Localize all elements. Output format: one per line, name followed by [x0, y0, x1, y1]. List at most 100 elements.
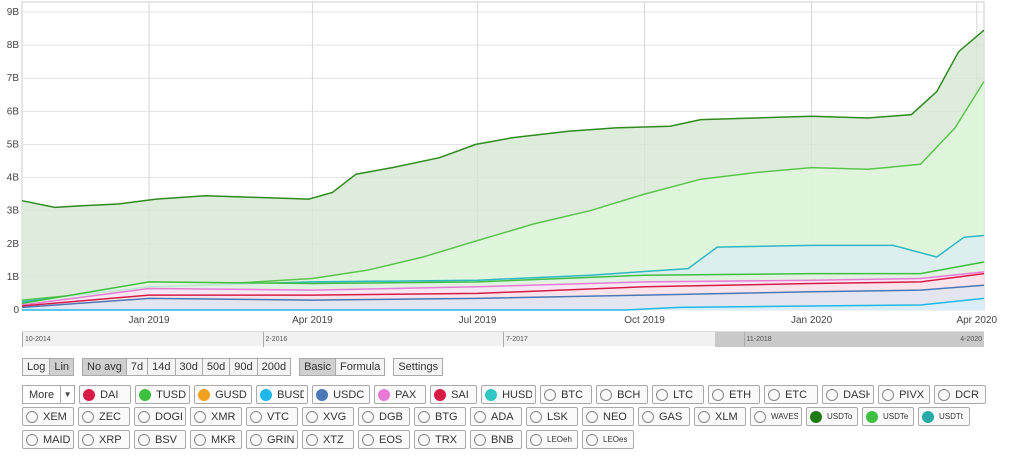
- asset-toggle-trx[interactable]: TRX: [414, 430, 466, 449]
- asset-label: USDTt: [939, 412, 963, 421]
- unchecked-radio-icon: [474, 433, 486, 446]
- asset-toggle-xtz[interactable]: XTZ: [302, 430, 354, 449]
- unchecked-radio-icon: [754, 410, 766, 423]
- asset-toggle-xvg[interactable]: XVG: [302, 407, 354, 426]
- checked-radio-icon: [434, 388, 447, 401]
- asset-toggle-waves[interactable]: WAVES: [750, 407, 802, 426]
- y-tick-label: 3B: [7, 206, 20, 217]
- unchecked-radio-icon: [474, 410, 486, 423]
- asset-toggle-bnb[interactable]: BNB: [470, 430, 522, 449]
- asset-toggle-gusd[interactable]: GUSD: [194, 385, 253, 404]
- avg-toggle-50d-button[interactable]: 50d: [202, 358, 231, 376]
- asset-toggle-xem[interactable]: XEM: [22, 407, 74, 426]
- unchecked-radio-icon: [712, 388, 725, 401]
- asset-toggle-zec[interactable]: ZEC: [78, 407, 130, 426]
- avg-toggle-no-avg-button[interactable]: No avg: [82, 358, 127, 376]
- unchecked-radio-icon: [418, 410, 430, 423]
- asset-toggle-eth[interactable]: ETH: [708, 385, 761, 404]
- mode-toggle-formula-button[interactable]: Formula: [335, 358, 386, 376]
- asset-toggle-bsv[interactable]: BSV: [134, 430, 186, 449]
- asset-toggle-doge[interactable]: DOGE: [134, 407, 186, 426]
- navigator-window[interactable]: [715, 332, 984, 347]
- asset-toggle-neo[interactable]: NEO: [582, 407, 634, 426]
- asset-toggle-xlm[interactable]: XLM: [694, 407, 746, 426]
- avg-toggle-90d-button[interactable]: 90d: [230, 358, 258, 376]
- checked-radio-icon: [139, 388, 152, 401]
- unchecked-radio-icon: [530, 410, 542, 423]
- scale-toggle-log-button[interactable]: Log: [22, 358, 51, 376]
- navigator-label: 4-2020: [960, 336, 982, 343]
- asset-toggle-etc[interactable]: ETC: [764, 385, 819, 404]
- asset-toggle-dcr[interactable]: DCR: [934, 385, 987, 404]
- asset-toggle-lsk[interactable]: LSK: [526, 407, 578, 426]
- unchecked-radio-icon: [768, 388, 781, 401]
- x-tick-label: Apr 2020: [956, 315, 997, 326]
- asset-label: GAS: [659, 410, 683, 423]
- asset-toggle-xmr[interactable]: XMR: [190, 407, 242, 426]
- unchecked-radio-icon: [544, 388, 557, 401]
- settings-button[interactable]: Settings: [393, 358, 444, 376]
- x-tick-label: Jan 2019: [128, 315, 170, 326]
- asset-toggle-leoes[interactable]: LEOes: [582, 430, 634, 449]
- chevron-down-icon: ▼: [60, 386, 74, 403]
- unchecked-radio-icon: [418, 433, 430, 446]
- more-select[interactable]: More ▼: [22, 385, 76, 404]
- asset-toggle-ada[interactable]: ADA: [470, 407, 522, 426]
- avg-toggle-7d-button[interactable]: 7d: [126, 358, 149, 376]
- asset-label: DAI: [100, 388, 119, 401]
- avg-toggle-200d-button[interactable]: 200d: [257, 358, 292, 376]
- asset-toggle-grin[interactable]: GRIN: [246, 430, 298, 449]
- asset-toggle-gas[interactable]: GAS: [638, 407, 690, 426]
- asset-toggle-eos[interactable]: EOS: [358, 430, 410, 449]
- time-navigator[interactable]: 10-2014 2-2016 7-2017 11-2018 4-2020: [22, 331, 984, 347]
- asset-label: VTC: [267, 410, 289, 423]
- asset-label: MKR: [211, 433, 236, 446]
- asset-toggle-bch[interactable]: BCH: [596, 385, 649, 404]
- asset-toggle-tusd[interactable]: TUSD: [135, 385, 191, 404]
- asset-toggle-leoeh[interactable]: LEOeh: [526, 430, 578, 449]
- asset-toggle-btg[interactable]: BTG: [414, 407, 466, 426]
- asset-toggle-usdtt[interactable]: USDTt: [918, 407, 970, 426]
- series-line-busd: [22, 297, 985, 311]
- asset-label: PIVX: [899, 388, 925, 401]
- asset-toggle-xrp[interactable]: XRP: [78, 430, 130, 449]
- scale-toggle-lin-button[interactable]: Lin: [50, 358, 75, 376]
- asset-toggle-dgb[interactable]: DGB: [358, 407, 410, 426]
- y-tick-label: 1B: [7, 272, 20, 283]
- checked-radio-icon: [198, 388, 211, 401]
- x-tick-label: Apr 2019: [292, 315, 333, 326]
- asset-label: ETH: [729, 388, 752, 401]
- avg-toggle-14d-button[interactable]: 14d: [148, 358, 176, 376]
- asset-label: XEM: [43, 410, 67, 423]
- unchecked-radio-icon: [26, 433, 38, 446]
- x-tick-label: Jan 2020: [791, 315, 833, 326]
- y-tick-label: 5B: [7, 139, 20, 150]
- stablecoin-chart: 0 1B 2B 3B 4B 5B 6B 7B 8B 9B Jan 2019 Apr 2019 Jul 2…: [7, 1, 997, 326]
- asset-toggle-usdte[interactable]: USDTe: [862, 407, 914, 426]
- x-tick-label: Oct 2019: [624, 315, 665, 326]
- asset-toggle-pivx[interactable]: PIVX: [878, 385, 931, 404]
- asset-label: DGB: [379, 410, 403, 423]
- navigator-label: 10-2014: [22, 332, 51, 347]
- unchecked-radio-icon: [26, 410, 38, 423]
- asset-toggle-sai[interactable]: SAI: [430, 385, 478, 404]
- asset-toggle-usdto[interactable]: USDTo: [806, 407, 858, 426]
- asset-toggle-dai[interactable]: DAI: [79, 385, 132, 404]
- asset-toggle-ltc[interactable]: LTC: [652, 385, 705, 404]
- series-area-usdc: [22, 285, 984, 310]
- asset-toggle-btc[interactable]: BTC: [540, 385, 593, 404]
- asset-toggle-maid[interactable]: MAID: [22, 430, 74, 449]
- asset-label: USDC: [333, 388, 365, 401]
- y-tick-label: 9B: [7, 7, 20, 18]
- asset-toggle-mkr[interactable]: MKR: [190, 430, 242, 449]
- unchecked-radio-icon: [698, 410, 710, 423]
- asset-toggle-husd[interactable]: HUSD: [481, 385, 537, 404]
- asset-toggle-dash[interactable]: DASH: [822, 385, 875, 404]
- unchecked-radio-icon: [656, 388, 669, 401]
- asset-toggle-vtc[interactable]: VTC: [246, 407, 298, 426]
- avg-toggle-30d-button[interactable]: 30d: [175, 358, 203, 376]
- asset-toggle-usdc[interactable]: USDC: [312, 385, 371, 404]
- asset-toggle-busd[interactable]: BUSD: [256, 385, 309, 404]
- mode-toggle-basic-button[interactable]: Basic: [299, 358, 336, 376]
- asset-toggle-pax[interactable]: PAX: [374, 385, 427, 404]
